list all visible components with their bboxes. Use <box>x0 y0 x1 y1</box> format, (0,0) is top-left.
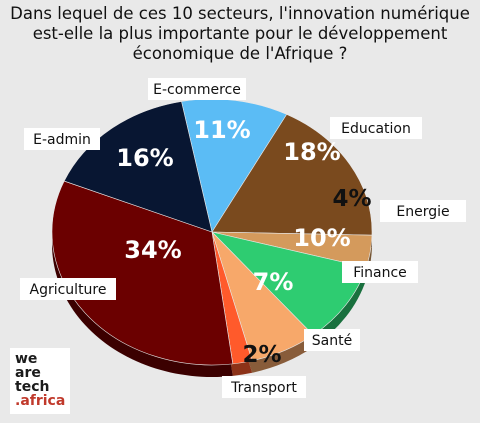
title-line-2: est-elle la plus importante pour le déve… <box>32 24 448 43</box>
svg-text:Finance: Finance <box>353 265 407 281</box>
svg-text:Transport: Transport <box>230 380 297 396</box>
pie-category-label-agriculture: Agriculture <box>20 278 116 300</box>
logo-line-4: .africa <box>15 393 66 409</box>
pie-value-label-sante: 7% <box>253 268 294 296</box>
logo-line-3: tech <box>15 379 50 395</box>
title-line-3: économique de l'Afrique ? <box>132 44 348 63</box>
pie-category-labels: E-commerce Education Energie Finance Santé Tr… <box>20 78 466 398</box>
pie-category-label-transport: Transport <box>222 376 306 398</box>
pie-category-label-e-commerce: E-commerce <box>148 78 246 100</box>
pie-slice-agriculture <box>51 180 234 366</box>
pie-value-labels: 11% 18% 4% 10% 7% 2% 34% 16% <box>116 116 371 368</box>
svg-text:Energie: Energie <box>396 204 449 220</box>
pie-value-label-agriculture: 34% <box>124 236 181 264</box>
svg-text:Santé: Santé <box>312 333 352 349</box>
wearetech-logo: we are tech .africa <box>10 348 70 414</box>
pie-value-label-finance: 10% <box>293 224 350 252</box>
svg-text:Education: Education <box>341 121 411 137</box>
pie-value-label-education: 18% <box>283 138 340 166</box>
svg-text:Agriculture: Agriculture <box>30 282 107 298</box>
chart-title: Dans lequel de ces 10 secteurs, l'innova… <box>0 4 480 64</box>
pie-category-label-finance: Finance <box>342 261 418 283</box>
pie-category-label-education: Education <box>330 117 422 139</box>
svg-text:E-admin: E-admin <box>33 132 91 148</box>
pie-slice-e-commerce <box>181 98 288 233</box>
title-line-1: Dans lequel de ces 10 secteurs, l'innova… <box>10 4 470 23</box>
logo-line-1: we <box>15 351 38 367</box>
pie-slice-e-admin <box>63 101 213 233</box>
pie-category-label-sante: Santé <box>304 329 360 351</box>
pie-category-label-energie: Energie <box>380 200 466 222</box>
logo-line-2: are <box>15 365 41 381</box>
pie-category-label-e-admin: E-admin <box>24 128 100 150</box>
pie-value-label-e-commerce: 11% <box>193 116 250 144</box>
svg-text:E-commerce: E-commerce <box>153 82 241 98</box>
pie-value-label-transport: 2% <box>242 342 281 368</box>
pie-value-label-energie: 4% <box>332 186 371 212</box>
pie-value-label-e-admin: 16% <box>116 144 173 172</box>
pie-slice-education <box>211 114 373 236</box>
